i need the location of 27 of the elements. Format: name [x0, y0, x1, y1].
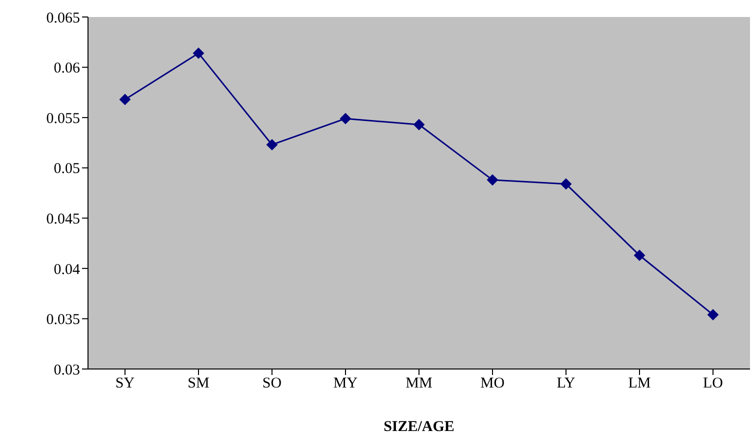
x-tick-label: LY [556, 376, 576, 392]
point [414, 119, 424, 130]
y-tick-label: 0.06 [54, 60, 80, 77]
point [266, 139, 278, 150]
point [634, 250, 645, 261]
x-tick-label: SM [188, 376, 210, 392]
y-tick-label: 0.035 [46, 312, 80, 328]
x-tick-label: LM [628, 376, 651, 392]
point [560, 178, 572, 190]
point [120, 94, 130, 105]
y-tick-label: 0.05 [54, 161, 80, 178]
y-tick-label: 0.03 [54, 362, 80, 378]
x-tick-label: SY [115, 376, 135, 392]
x-tick-label: LO [703, 376, 724, 392]
x-tick-label: MM [406, 376, 432, 392]
x-tick-label: MO [480, 376, 505, 392]
point [487, 174, 498, 186]
point [340, 113, 351, 124]
x-axis-title: SIZE/AGE [384, 419, 454, 435]
y-tick-label: 0.045 [46, 211, 80, 228]
x-tick-label: MY [333, 376, 358, 392]
x-tick-label: SO [262, 376, 282, 392]
y-tick-label: 0.055 [46, 110, 80, 127]
point [193, 48, 204, 59]
y-tick-label: 0.04 [54, 262, 80, 278]
point [708, 309, 718, 320]
y-tick-label: 0.065 [46, 10, 80, 26]
